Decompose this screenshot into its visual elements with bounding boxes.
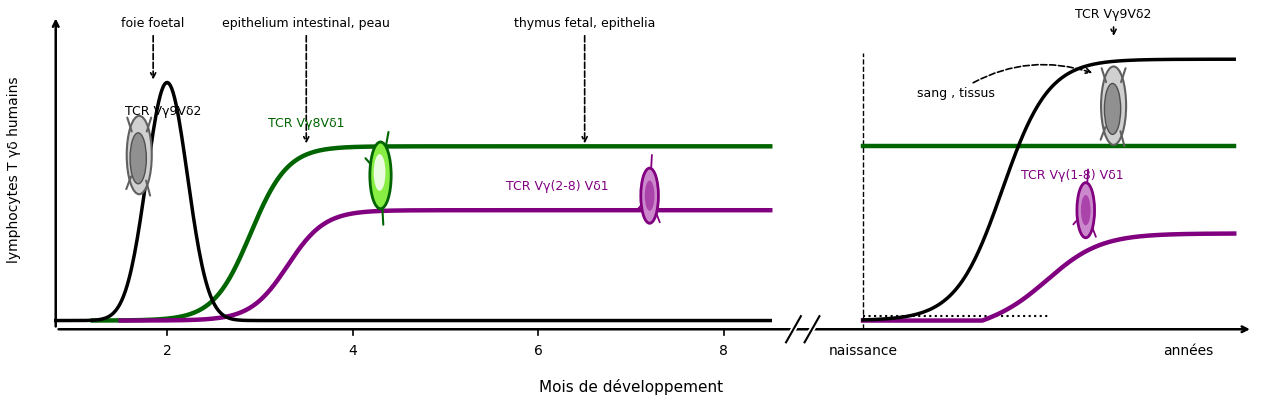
Text: epithelium intestinal, peau: epithelium intestinal, peau: [222, 17, 390, 142]
Text: foie foetal: foie foetal: [122, 17, 185, 78]
Y-axis label: lymphocytes T γδ humains: lymphocytes T γδ humains: [6, 76, 22, 263]
Circle shape: [641, 168, 659, 223]
Circle shape: [1101, 67, 1126, 145]
Text: Mois de développement: Mois de développement: [539, 379, 723, 395]
Circle shape: [127, 116, 152, 194]
Circle shape: [1104, 83, 1121, 134]
Text: TCR Vγ(2-8) Vδ1: TCR Vγ(2-8) Vδ1: [505, 180, 608, 194]
Circle shape: [129, 133, 146, 184]
Circle shape: [1081, 195, 1090, 225]
Text: 4: 4: [348, 344, 357, 358]
Text: sang , tissus: sang , tissus: [917, 65, 1090, 100]
Text: naissance: naissance: [829, 344, 897, 358]
Text: TCR Vγ9Vδ2: TCR Vγ9Vδ2: [1075, 8, 1152, 34]
Text: TCR Vγ9Vδ2: TCR Vγ9Vδ2: [126, 105, 202, 118]
Circle shape: [373, 154, 386, 191]
Text: TCR Vγ(1-8) Vδ1: TCR Vγ(1-8) Vδ1: [1020, 169, 1123, 182]
Text: années: années: [1162, 344, 1213, 358]
Circle shape: [645, 180, 655, 211]
Text: thymus fetal, epithelia: thymus fetal, epithelia: [514, 17, 655, 142]
Circle shape: [369, 142, 391, 209]
Text: 6: 6: [534, 344, 543, 358]
Text: 2: 2: [162, 344, 171, 358]
Text: 8: 8: [720, 344, 728, 358]
Text: TCR Vγ8Vδ1: TCR Vγ8Vδ1: [268, 117, 344, 130]
Circle shape: [1077, 183, 1095, 238]
